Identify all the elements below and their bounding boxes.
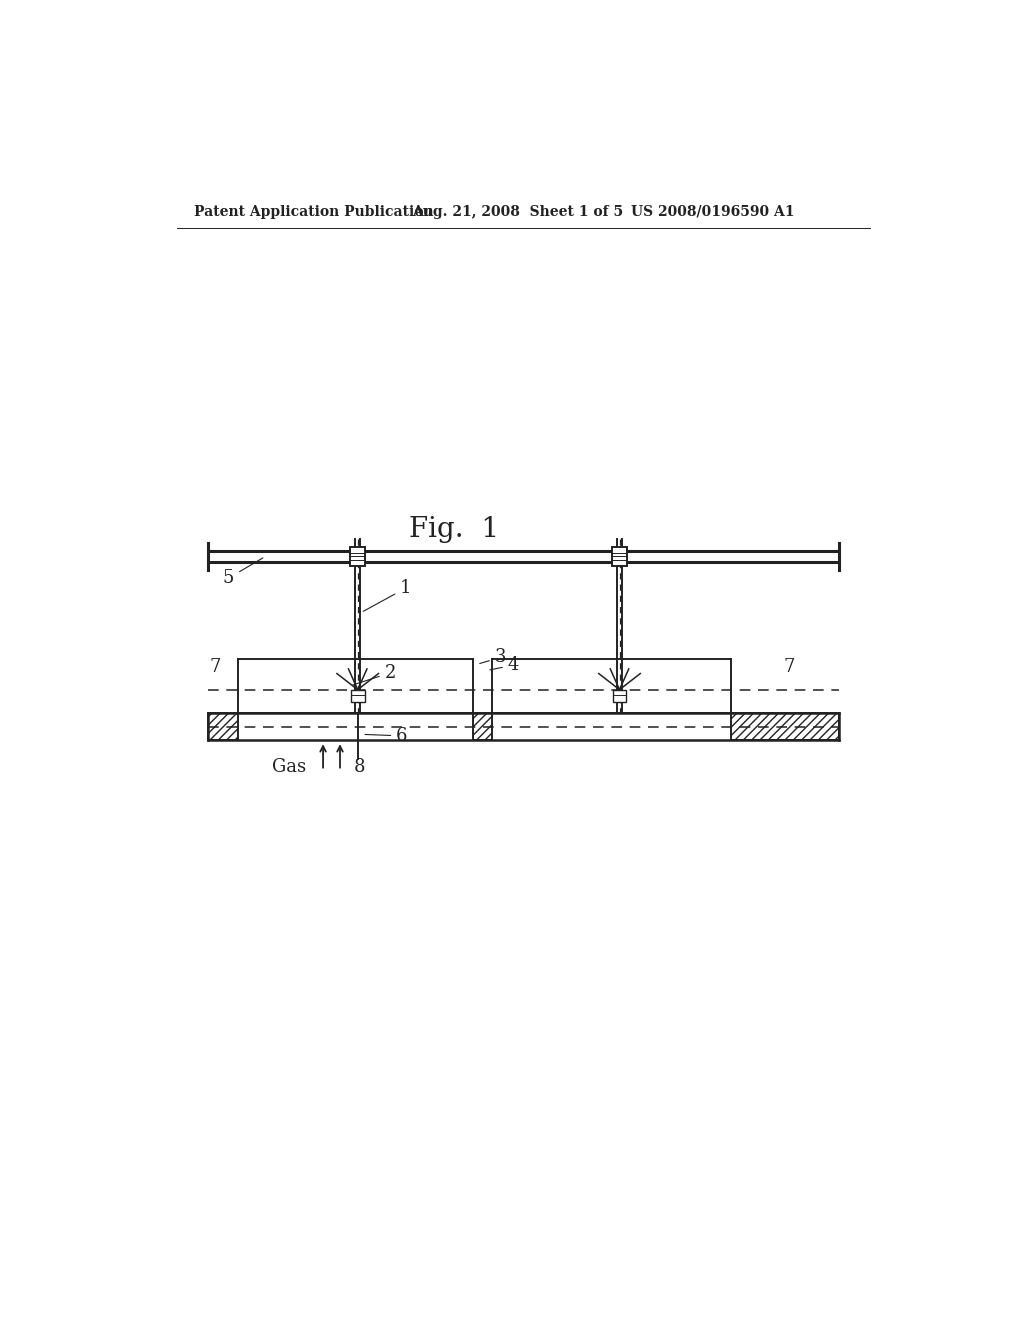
Bar xyxy=(612,689,627,702)
Text: US 2008/0196590 A1: US 2008/0196590 A1 xyxy=(631,205,795,219)
Text: 4: 4 xyxy=(489,656,519,675)
Text: 8: 8 xyxy=(354,758,366,776)
Text: 6: 6 xyxy=(366,727,408,744)
Bar xyxy=(350,548,366,566)
Text: 7: 7 xyxy=(210,657,221,676)
Bar xyxy=(208,713,239,739)
Bar xyxy=(731,713,839,739)
Text: 1: 1 xyxy=(364,579,412,611)
Text: Aug. 21, 2008  Sheet 1 of 5: Aug. 21, 2008 Sheet 1 of 5 xyxy=(412,205,623,219)
Text: Patent Application Publication: Patent Application Publication xyxy=(194,205,433,219)
Text: 7: 7 xyxy=(783,657,795,676)
Text: 3: 3 xyxy=(479,648,506,667)
Text: 2: 2 xyxy=(352,664,396,685)
Text: 5: 5 xyxy=(223,558,263,587)
Text: Fig.  1: Fig. 1 xyxy=(409,516,499,544)
Bar xyxy=(611,548,628,566)
Bar xyxy=(473,713,493,739)
Text: Gas: Gas xyxy=(272,758,306,776)
Bar xyxy=(351,689,365,702)
